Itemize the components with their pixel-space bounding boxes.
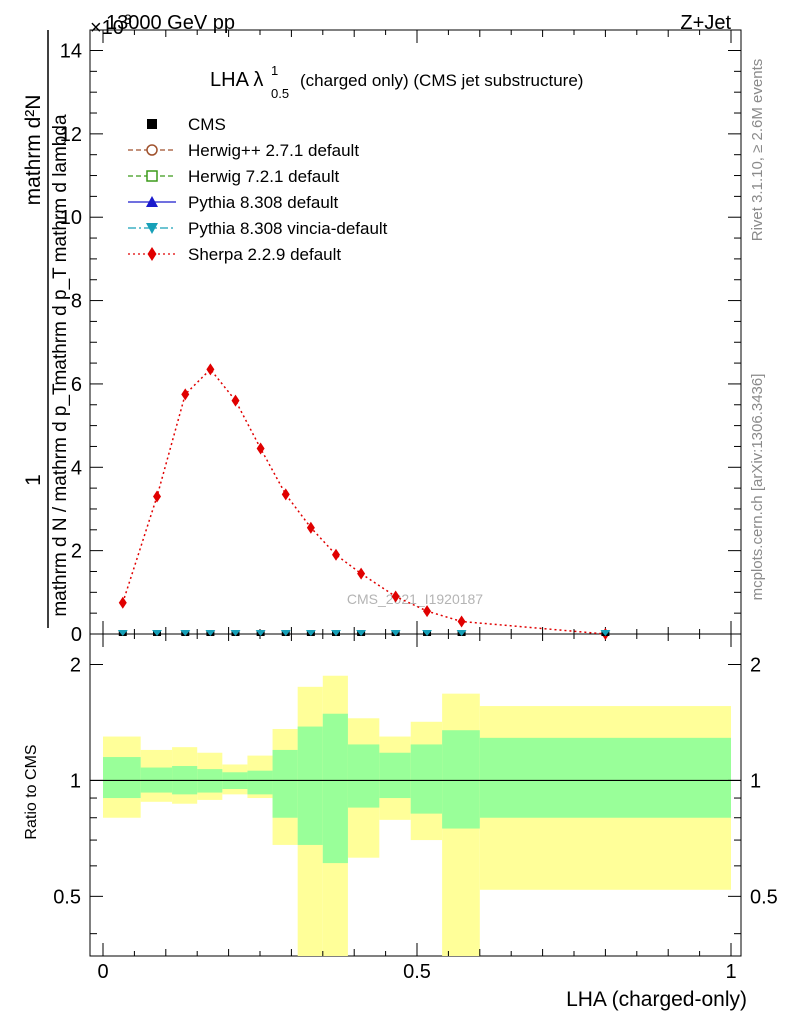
plot-title: LHA λ 1 0.5 (charged only) (CMS jet subs… [210, 63, 583, 101]
sherpa-point [457, 615, 466, 628]
main-y-tick-label: 12 [60, 124, 82, 146]
vincia-point [305, 630, 316, 636]
ylabel-denominator: mathrm d p_T mathrm d lambda [50, 114, 71, 385]
legend-marker [147, 119, 157, 129]
x-axis-label: LHA (charged-only) [566, 988, 747, 1011]
plot-title-sub: 0.5 [271, 86, 289, 101]
vincia-point [356, 630, 367, 636]
legend-marker [146, 170, 158, 182]
vincia-point [230, 630, 241, 636]
ratio-inner-band-bin [442, 730, 480, 829]
sherpa-point [231, 394, 240, 407]
main-y-tick-label: 8 [71, 291, 82, 313]
ratio-inner-band-bin [272, 749, 298, 818]
sherpa-point [181, 388, 190, 401]
legend-marker [146, 196, 158, 207]
vincia-point [390, 630, 401, 636]
sherpa-point [306, 521, 315, 534]
analysis-watermark: CMS_2021_I1920187 [347, 591, 483, 607]
ylabel-prefix-numerator: 1 [22, 474, 45, 486]
ratio-axis-ticks: 0.5 1 2 0.5 1 2 [53, 654, 778, 935]
ratio-inner-band-bin [247, 770, 273, 795]
ratio-inner-band-bin [479, 737, 731, 818]
legend-label: Pythia 8.308 vincia-default [188, 219, 388, 238]
vincia-point [180, 630, 191, 636]
legend-label: Herwig 7.2.1 default [188, 167, 339, 186]
ratio-y-tick-label: 2 [70, 654, 81, 676]
ratio-ylabel: Ratio to CMS [23, 744, 40, 839]
ylabel-prefix-denominator: mathrm d N / mathrm d p_T [50, 383, 71, 617]
vincia-point [152, 630, 163, 636]
sherpa-point [206, 363, 215, 376]
legend-marker [146, 144, 158, 156]
sherpa-point [256, 442, 265, 455]
sherpa-point [391, 590, 400, 603]
main-y-tick-label: 4 [71, 457, 82, 479]
ratio-y-tick-label: 1 [70, 770, 81, 792]
legend-label: Pythia 8.308 default [188, 193, 339, 212]
main-y-tick-label: 6 [71, 374, 82, 396]
ratio-uncertainty-bands [103, 675, 731, 956]
series-points [117, 363, 611, 640]
mcplots-label: mcplots.cern.ch [arXiv:1306.3436] [749, 374, 766, 601]
ratio-inner-band-bin [322, 713, 348, 864]
main-ylabel: mathrm d²N 1 mathrm d p_T mathrm d lambd… [22, 30, 71, 628]
ratio-y-tick-label: 0.5 [53, 886, 81, 908]
x-tick-label: 1 [725, 961, 736, 983]
vincia-point [330, 630, 341, 636]
energy-label: 13000 GeV pp [106, 12, 235, 34]
process-label: Z+Jet [680, 12, 731, 34]
sherpa-point [153, 490, 162, 503]
plot-title-rest: (charged only) (CMS jet substructure) [300, 71, 583, 90]
vincia-point [117, 630, 128, 636]
ratio-inner-band-bin [410, 744, 443, 814]
ratio-plot-frame [89, 633, 742, 957]
series-lines [122, 368, 606, 635]
ratio-inner-band-bin [379, 752, 411, 799]
main-y-tick-label: 10 [60, 207, 82, 229]
ylabel-numerator: mathrm d²N [22, 95, 45, 206]
ratio-inner-band-bin [103, 757, 141, 799]
vincia-point [422, 630, 433, 636]
ratio-y-tick-label-right: 1 [750, 770, 761, 792]
legend-label: Herwig++ 2.7.1 default [188, 141, 359, 160]
exponent-value: 3 [124, 11, 132, 27]
vincia-point [456, 630, 467, 636]
legend-marker [146, 223, 158, 234]
sherpa-point [331, 548, 340, 561]
sherpa-line [122, 368, 606, 635]
sherpa-point [281, 488, 290, 501]
legend-label: Sherpa 2.2.9 default [188, 245, 341, 264]
vincia-point [205, 630, 216, 636]
rivet-version-label: Rivet 3.1.10, ≥ 2.6M events [749, 59, 766, 242]
vincia-point [600, 630, 611, 636]
sherpa-point [357, 567, 366, 580]
ratio-y-tick-label-right: 0.5 [750, 886, 778, 908]
main-y-tick-label: 0 [71, 624, 82, 646]
ratio-inner-band-bin [297, 726, 323, 845]
ratio-inner-band-bin [347, 744, 380, 808]
vincia-point [255, 630, 266, 636]
legend: CMS Herwig++ 2.7.1 default Herwig 7.2.1 de… [128, 115, 388, 264]
exponent-prefix: ×10 [90, 17, 124, 39]
ratio-plot-border [89, 633, 742, 957]
legend-label: CMS [188, 115, 226, 134]
plot-title-main: LHA λ [210, 69, 263, 91]
sherpa-point [118, 596, 127, 609]
main-y-tick-label: 2 [71, 541, 82, 563]
sherpa-point [423, 605, 432, 618]
vincia-point [280, 630, 291, 636]
legend-marker [147, 247, 157, 261]
ratio-y-tick-label-right: 2 [750, 654, 761, 676]
plot-title-sup: 1 [271, 63, 278, 78]
main-y-tick-label: 14 [60, 41, 82, 63]
x-tick-label: 0.5 [403, 961, 431, 983]
x-tick-label: 0 [97, 961, 108, 983]
